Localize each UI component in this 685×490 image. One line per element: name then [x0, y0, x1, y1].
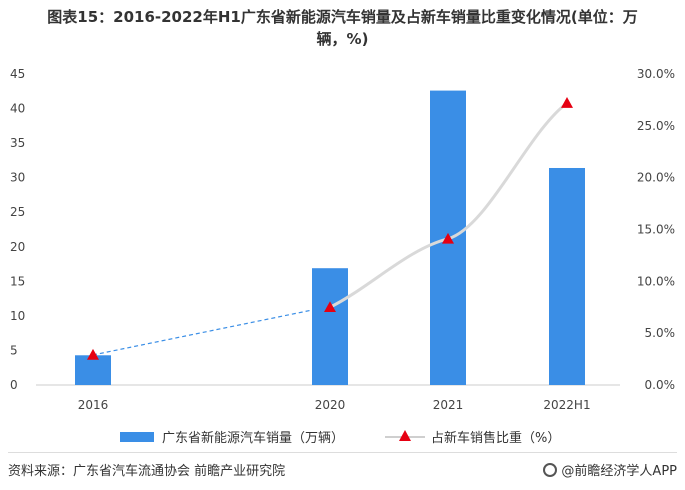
share-point-2022H1 — [561, 97, 573, 108]
right-tick-label: 15.0% — [637, 223, 675, 237]
legend-line-label: 占新车销售比重（%） — [431, 431, 561, 446]
left-tick-label: 25 — [10, 205, 25, 219]
x-tick-label: 2022H1 — [543, 398, 590, 412]
bar-2022H1 — [549, 167, 585, 385]
chart-title: 图表15：2016-2022年H1广东省新能源汽车销量及占新车销量比重变化情况(… — [0, 6, 685, 50]
brand-logo-icon — [543, 462, 558, 477]
share-point-2020 — [324, 301, 336, 313]
legend-bar-label: 广东省新能源汽车销量（万辆） — [162, 431, 345, 446]
legend: 广东省新能源汽车销量（万辆） 占新车销售比重（%） — [0, 427, 685, 447]
triangle-marker-icon — [399, 429, 411, 441]
right-tick-label: 30.0% — [637, 67, 675, 81]
left-tick-label: 45 — [10, 67, 25, 81]
chart-title-line2: 辆，%) — [316, 30, 369, 48]
right-tick-label: 5.0% — [645, 326, 676, 340]
footer: 资料来源：广东省汽车流通协会 前瞻产业研究院 @前瞻经济学人APP — [0, 458, 685, 480]
chart-title-line1: 图表15：2016-2022年H1广东省新能源汽车销量及占新车销量比重变化情况(… — [47, 8, 638, 26]
x-tick-label: 2020 — [315, 398, 346, 412]
left-axis: 0 5 10 15 20 25 30 35 40 45 — [10, 67, 25, 392]
footer-divider — [8, 452, 677, 453]
legend-item-bar: 广东省新能源汽车销量（万辆） — [120, 427, 344, 446]
right-tick-label: 10.0% — [637, 274, 675, 288]
x-axis-labels: 2016 2020 2021 2022H1 — [78, 398, 591, 412]
right-axis: 0.0% 5.0% 10.0% 15.0% 20.0% 25.0% 30.0% — [637, 67, 675, 392]
left-tick-label: 5 — [10, 343, 18, 357]
share-point-2021 — [442, 232, 454, 244]
arrowhead-icon — [312, 305, 320, 313]
left-tick-label: 0 — [10, 378, 18, 392]
x-tick-label: 2021 — [433, 398, 464, 412]
left-tick-label: 10 — [10, 309, 25, 323]
brand-credit: @前瞻经济学人APP — [543, 460, 677, 479]
x-tick-label: 2016 — [78, 398, 109, 412]
gap-connector-line — [92, 308, 317, 356]
line-series — [87, 97, 573, 360]
left-tick-label: 20 — [10, 240, 25, 254]
legend-item-line: 占新车销售比重（%） — [385, 427, 560, 446]
bar-2020 — [312, 268, 348, 385]
left-tick-label: 30 — [10, 171, 25, 185]
left-tick-label: 15 — [10, 274, 25, 288]
right-tick-label: 20.0% — [637, 171, 675, 185]
bar-2016 — [75, 355, 111, 385]
brand-text: @前瞻经济学人APP — [561, 464, 677, 479]
share-point-2016 — [87, 348, 99, 360]
left-tick-label: 35 — [10, 136, 25, 150]
source-note: 资料来源：广东省汽车流通协会 前瞻产业研究院 — [8, 464, 286, 479]
right-tick-label: 25.0% — [637, 119, 675, 133]
legend-bar-swatch — [120, 431, 154, 442]
chart-canvas: 0 5 10 15 20 25 30 35 40 45 0.0% 5.0% 10.0% 15.0% 20.… — [10, 67, 675, 412]
bar-series — [75, 90, 585, 385]
left-tick-label: 40 — [10, 102, 25, 116]
right-tick-label: 0.0% — [645, 378, 676, 392]
legend-line-swatch — [385, 429, 425, 444]
